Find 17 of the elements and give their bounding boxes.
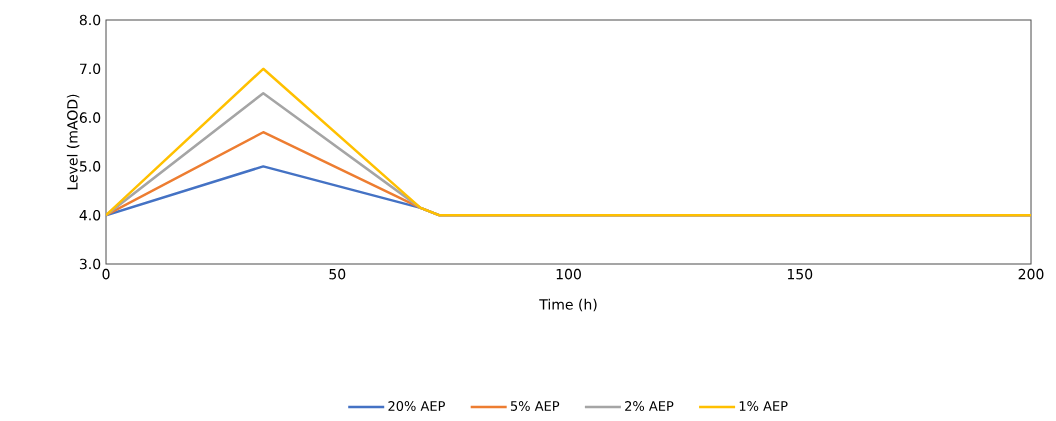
y-tick-label: 8.0 xyxy=(79,14,101,26)
y-axis-title: Level (mAOD) xyxy=(66,94,80,190)
x-tick-label: 200 xyxy=(1018,268,1044,280)
y-tick-label: 7.0 xyxy=(80,63,101,75)
legend-label: 20% AEP xyxy=(388,401,445,411)
x-tick-label: 100 xyxy=(556,268,581,280)
y-tick-label: 3.0 xyxy=(79,258,101,270)
x-tick-label: 50 xyxy=(329,268,346,280)
y-tick-label: 5.0 xyxy=(79,161,101,172)
x-tick-label: 150 xyxy=(787,268,813,280)
legend-label: 1% AEP xyxy=(739,401,788,411)
x-axis-title: Time (h) xyxy=(539,298,597,312)
x-tick-label: 0 xyxy=(102,268,110,280)
y-tick-label: 4.0 xyxy=(79,209,101,221)
y-tick-label: 6.0 xyxy=(79,112,101,123)
legend-label: 5% AEP xyxy=(510,401,560,411)
legend-label: 2% AEP xyxy=(625,401,674,411)
